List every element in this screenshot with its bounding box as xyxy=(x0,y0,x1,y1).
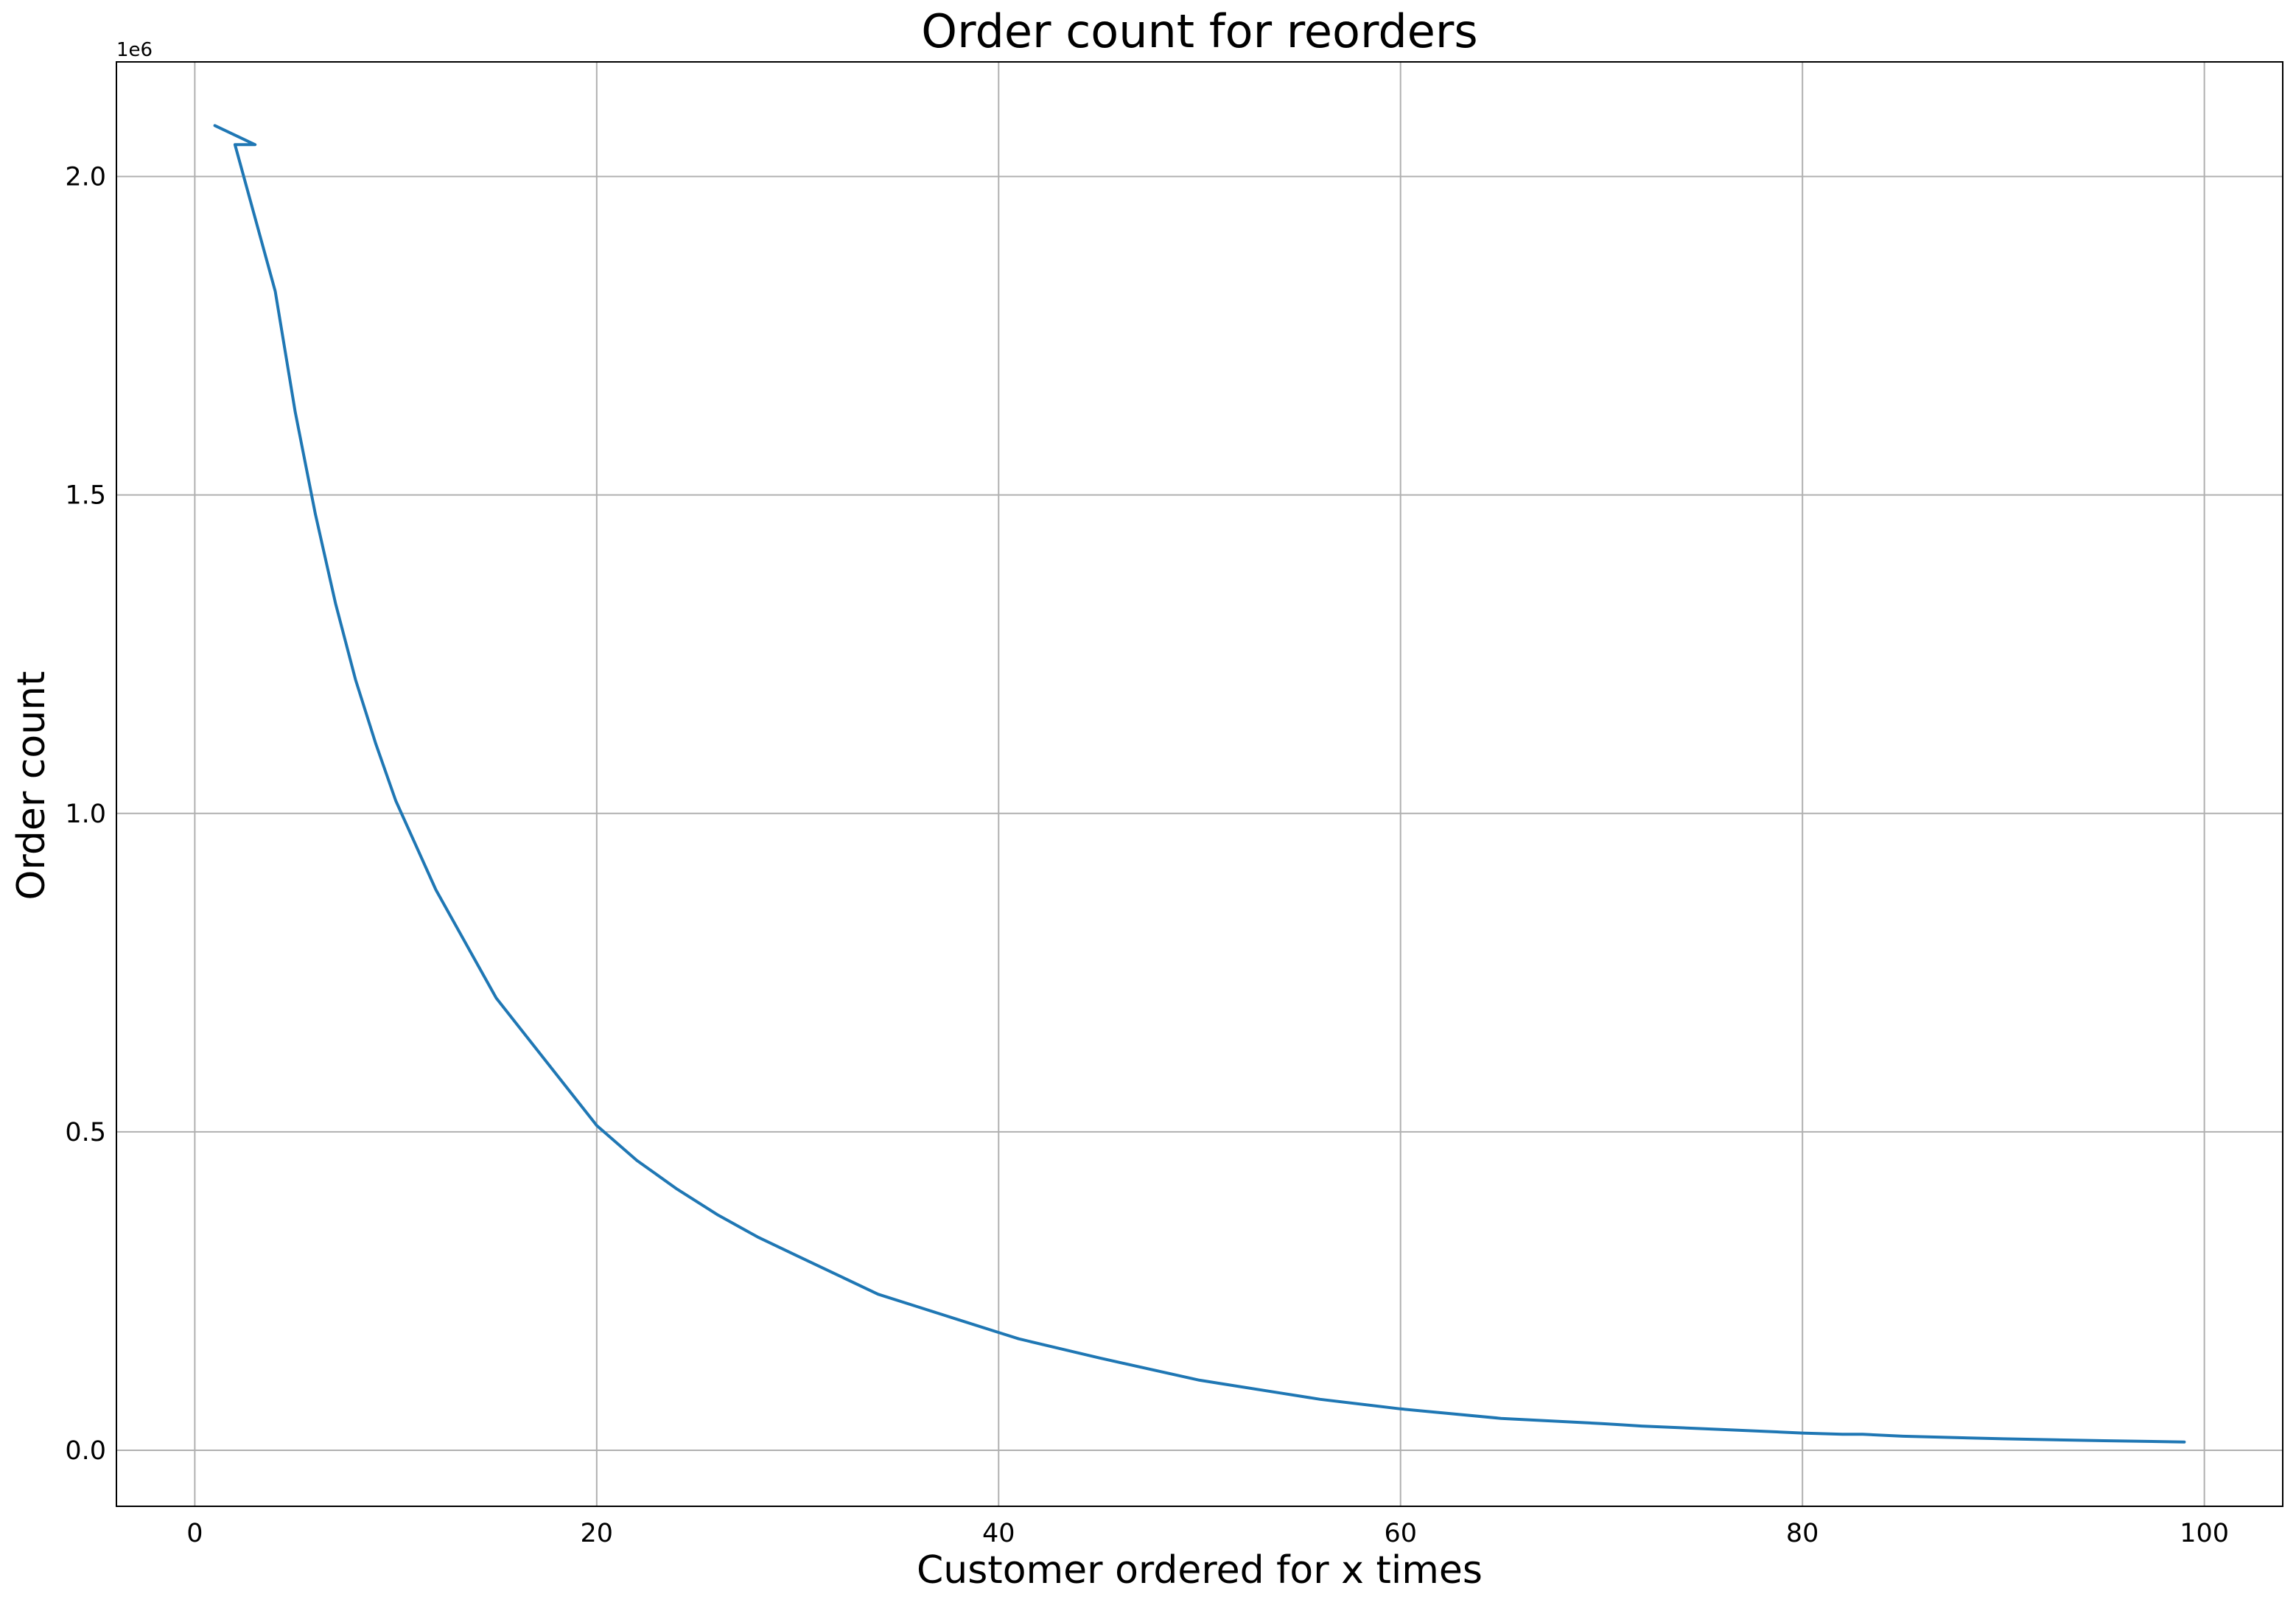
y-tick-label: 1.5 xyxy=(65,481,106,511)
y-axis-ticks: 0.0 0.5 1.0 1.5 2.0 xyxy=(65,163,106,1466)
y-tick-label: 0.0 xyxy=(65,1436,106,1466)
y-axis-offset-text: 1e6 xyxy=(116,39,153,61)
chart-title: Order count for reorders xyxy=(921,4,1477,58)
x-tick-label: 20 xyxy=(581,1519,614,1548)
x-axis-ticks: 0 20 40 60 80 100 xyxy=(186,1519,2229,1548)
series-line xyxy=(213,124,2186,1444)
x-tick-label: 60 xyxy=(1384,1519,1417,1548)
x-axis-label: Customer ordered for x times xyxy=(917,1548,1483,1593)
x-tick-label: 100 xyxy=(2180,1519,2229,1548)
plot-area xyxy=(213,124,2186,1444)
grid xyxy=(116,62,2283,1506)
x-tick-label: 80 xyxy=(1786,1519,1819,1548)
y-axis-label: Order count xyxy=(10,671,54,900)
x-tick-label: 0 xyxy=(186,1519,203,1548)
y-tick-label: 2.0 xyxy=(65,163,106,192)
axes-frame xyxy=(116,61,2283,1507)
y-tick-label: 0.5 xyxy=(65,1118,106,1147)
x-tick-label: 40 xyxy=(982,1519,1015,1548)
y-tick-label: 1.0 xyxy=(65,800,106,829)
